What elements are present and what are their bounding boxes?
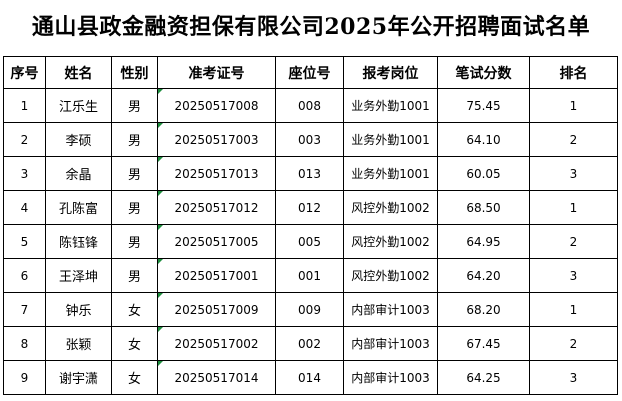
cell-exam-id: 20250517008 [157, 88, 276, 123]
cell-score: 67.45 [437, 326, 530, 361]
cell-name: 余晶 [45, 156, 112, 191]
cell-exam-id: 20250517009 [157, 292, 276, 327]
header-score: 笔试分数 [437, 56, 530, 89]
cell-gender: 男 [111, 88, 158, 123]
cell-position: 内部审计1003 [343, 292, 438, 327]
interview-list-table: 序号 姓名 性别 准考证号 座位号 报考岗位 笔试分数 排名 1 江乐生男 2025… [3, 56, 618, 395]
cell-gender: 女 [111, 292, 158, 327]
cell-seq: 3 [3, 156, 46, 191]
cell-position: 内部审计1003 [343, 360, 438, 395]
cell-rank: 2 [529, 122, 618, 157]
header-row: 序号 姓名 性别 准考证号 座位号 报考岗位 笔试分数 排名 [3, 56, 618, 89]
cell-position: 内部审计1003 [343, 326, 438, 361]
cell-name: 江乐生 [45, 88, 112, 123]
cell-rank: 2 [529, 326, 618, 361]
cell-seq: 1 [3, 88, 46, 123]
cell-seat: 005 [275, 224, 344, 259]
cell-exam-id: 20250517005 [157, 224, 276, 259]
cell-seq: 7 [3, 292, 46, 327]
cell-name: 钟乐 [45, 292, 112, 327]
cell-position: 风控外勤1002 [343, 190, 438, 225]
header-seat: 座位号 [275, 56, 344, 89]
cell-gender: 男 [111, 122, 158, 157]
cell-seat: 009 [275, 292, 344, 327]
table-row: 7 钟乐女 20250517009 009 内部审计1003 68.20 1 [3, 292, 618, 327]
table-row: 5 陈钰锋男 20250517005 005 风控外勤1002 64.95 2 [3, 224, 618, 259]
table-row: 2 李硕男 20250517003 003 业务外勤1001 64.10 2 [3, 122, 618, 157]
table-row: 8 张颖女 20250517002 002 内部审计1003 67.45 2 [3, 326, 618, 361]
cell-rank: 3 [529, 360, 618, 395]
cell-exam-id: 20250517014 [157, 360, 276, 395]
cell-name: 陈钰锋 [45, 224, 112, 259]
cell-exam-id: 20250517001 [157, 258, 276, 293]
cell-seat: 013 [275, 156, 344, 191]
cell-exam-id: 20250517003 [157, 122, 276, 157]
cell-position: 业务外勤1001 [343, 156, 438, 191]
cell-position: 业务外勤1001 [343, 122, 438, 157]
cell-seat: 002 [275, 326, 344, 361]
cell-position: 业务外勤1001 [343, 88, 438, 123]
cell-seq: 9 [3, 360, 46, 395]
document-title: 通山县政金融资担保有限公司2025年公开招聘面试名单 [31, 14, 591, 40]
cell-score: 68.50 [437, 190, 530, 225]
table-row: 3 余晶男 20250517013 013 业务外勤1001 60.05 3 [3, 156, 618, 191]
cell-score: 64.10 [437, 122, 530, 157]
cell-name: 李硕 [45, 122, 112, 157]
cell-gender: 男 [111, 190, 158, 225]
cell-seat: 008 [275, 88, 344, 123]
cell-exam-id: 20250517012 [157, 190, 276, 225]
cell-rank: 3 [529, 156, 618, 191]
cell-seat: 012 [275, 190, 344, 225]
cell-score: 75.45 [437, 88, 530, 123]
cell-score: 68.20 [437, 292, 530, 327]
cell-gender: 女 [111, 360, 158, 395]
cell-exam-id: 20250517002 [157, 326, 276, 361]
table-row: 1 江乐生男 20250517008 008 业务外勤1001 75.45 1 [3, 88, 618, 123]
header-gender: 性别 [111, 56, 158, 89]
header-seq: 序号 [3, 56, 46, 89]
cell-seq: 2 [3, 122, 46, 157]
cell-rank: 1 [529, 88, 618, 123]
cell-name: 王泽坤 [45, 258, 112, 293]
header-name: 姓名 [45, 56, 112, 89]
table-row: 6 王泽坤男 20250517001 001 风控外勤1002 64.20 3 [3, 258, 618, 293]
header-position: 报考岗位 [343, 56, 438, 89]
cell-score: 64.20 [437, 258, 530, 293]
cell-position: 风控外勤1002 [343, 258, 438, 293]
cell-score: 64.95 [437, 224, 530, 259]
table-row: 4 孔陈富男 20250517012 012 风控外勤1002 68.50 1 [3, 190, 618, 225]
cell-seq: 8 [3, 326, 46, 361]
cell-rank: 2 [529, 224, 618, 259]
cell-name: 孔陈富 [45, 190, 112, 225]
cell-rank: 1 [529, 190, 618, 225]
header-exam-id: 准考证号 [157, 56, 276, 89]
cell-seat: 001 [275, 258, 344, 293]
cell-seq: 4 [3, 190, 46, 225]
table-row: 9 谢宇潇女 20250517014 014 内部审计1003 64.25 3 [3, 360, 618, 395]
cell-gender: 女 [111, 326, 158, 361]
cell-rank: 1 [529, 292, 618, 327]
cell-seat: 014 [275, 360, 344, 395]
header-rank: 排名 [529, 56, 618, 89]
cell-gender: 男 [111, 258, 158, 293]
cell-seq: 6 [3, 258, 46, 293]
cell-seat: 003 [275, 122, 344, 157]
cell-exam-id: 20250517013 [157, 156, 276, 191]
cell-score: 64.25 [437, 360, 530, 395]
cell-score: 60.05 [437, 156, 530, 191]
cell-rank: 3 [529, 258, 618, 293]
cell-position: 风控外勤1002 [343, 224, 438, 259]
cell-name: 谢宇潇 [45, 360, 112, 395]
cell-seq: 5 [3, 224, 46, 259]
cell-name: 张颖 [45, 326, 112, 361]
cell-gender: 男 [111, 156, 158, 191]
cell-gender: 男 [111, 224, 158, 259]
